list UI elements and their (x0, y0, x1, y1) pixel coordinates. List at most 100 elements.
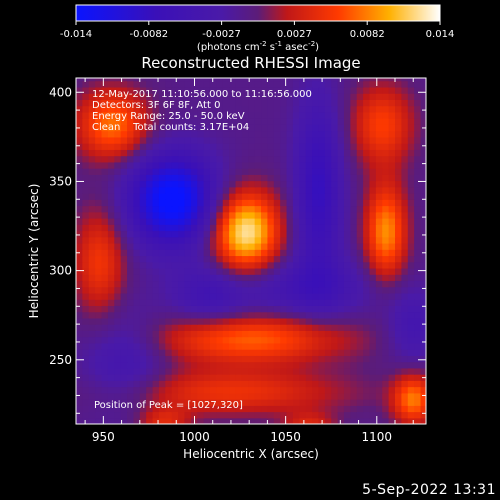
heatmap-cell (318, 399, 326, 406)
heatmap-cell (286, 205, 294, 213)
heatmap-cell (95, 149, 103, 157)
heatmap-cell (248, 136, 256, 144)
heatmap-cell (299, 317, 307, 325)
heatmap-cell (254, 130, 262, 138)
heatmap-cell (414, 349, 422, 356)
heatmap-cell (375, 361, 383, 369)
heatmap-cell (337, 205, 345, 213)
heatmap-cell (331, 249, 339, 257)
heatmap-cell (165, 299, 173, 306)
heatmap-cell (101, 161, 109, 169)
heatmap-cell (184, 218, 192, 225)
heatmap-cell (305, 349, 313, 356)
heatmap-cell (107, 380, 115, 388)
heatmap-cell (356, 205, 364, 213)
heatmap-cell (197, 367, 205, 375)
heatmap-cell (241, 242, 249, 250)
heatmap-cell (190, 286, 198, 294)
heatmap-cell (184, 211, 192, 219)
heatmap-cell (209, 324, 217, 331)
heatmap-cell (101, 305, 109, 313)
heatmap-cell (216, 317, 224, 325)
heatmap-cell (82, 211, 90, 219)
heatmap-cell (139, 174, 147, 182)
heatmap-cell (152, 174, 160, 182)
heatmap-cell (401, 317, 409, 325)
heatmap-cell (209, 261, 217, 269)
heatmap-cell (286, 230, 294, 238)
heatmap-cell (395, 86, 402, 94)
heatmap-cell (420, 411, 426, 419)
heatmap-cell (146, 174, 154, 182)
heatmap-cell (280, 392, 288, 400)
heatmap-cell (158, 311, 166, 319)
heatmap-cell (420, 242, 426, 250)
heatmap-cell (299, 99, 307, 107)
heatmap-cell (331, 193, 339, 200)
heatmap-cell (152, 111, 160, 119)
heatmap-cell (382, 168, 390, 175)
heatmap-cell (407, 411, 415, 419)
heatmap-cell (363, 230, 371, 238)
heatmap-cell (146, 130, 154, 138)
heatmap-cell (407, 311, 415, 319)
heatmap-cell (299, 305, 307, 313)
heatmap-cell (305, 274, 313, 282)
heatmap-cell (120, 386, 128, 394)
heatmap-cell (248, 311, 256, 319)
heatmap-cell (146, 405, 154, 413)
heatmap-cell (120, 255, 128, 263)
heatmap-cell (216, 86, 224, 94)
heatmap-cell (267, 124, 275, 132)
heatmap-cell (324, 224, 332, 232)
heatmap-cell (343, 267, 351, 275)
heatmap-cell (241, 380, 249, 388)
heatmap-cell (82, 99, 90, 107)
heatmap-cell (286, 367, 294, 375)
heatmap-cell (203, 118, 211, 125)
y-tick-label: 250 (49, 353, 72, 367)
heatmap-cell (222, 324, 230, 331)
heatmap-cell (420, 305, 426, 313)
heatmap-cell (350, 205, 358, 213)
heatmap-cell (82, 161, 90, 169)
heatmap-cell (382, 180, 390, 188)
heatmap-cell (88, 205, 96, 213)
heatmap-cell (292, 211, 300, 219)
colorbar-tick-label: 0.014 (426, 29, 455, 40)
heatmap-cell (273, 242, 281, 250)
heatmap-cell (114, 111, 122, 119)
heatmap-cell (343, 80, 351, 88)
heatmap-cell (382, 374, 390, 381)
heatmap-cell (420, 193, 426, 200)
heatmap-cell (356, 211, 364, 219)
heatmap-cell (235, 330, 243, 338)
heatmap-cell (146, 274, 154, 282)
heatmap-cell (158, 130, 166, 138)
colorbar: -0.014 -0.0082 -0.0027 0.0027 0.0082 0.014 (p… (60, 4, 455, 53)
heatmap-cell (401, 242, 409, 250)
heatmap-cell (299, 311, 307, 319)
heatmap-cell (139, 317, 147, 325)
heatmap-cell (114, 336, 122, 344)
heatmap-cell (120, 311, 128, 319)
heatmap-cell (127, 143, 135, 150)
heatmap-cell (395, 292, 402, 300)
heatmap-cell (299, 186, 307, 194)
heatmap-cell (76, 274, 83, 282)
heatmap-cell (292, 193, 300, 200)
heatmap-cell (388, 267, 396, 275)
heatmap-cell (222, 168, 230, 175)
heatmap-cell (388, 255, 396, 263)
heatmap-cell (292, 105, 300, 113)
heatmap-cell (267, 193, 275, 200)
heatmap-cell (235, 118, 243, 125)
heatmap-cell (120, 236, 128, 244)
heatmap-cell (318, 186, 326, 194)
heatmap-cell (388, 330, 396, 338)
heatmap-cell (95, 292, 103, 300)
heatmap-cell (203, 230, 211, 238)
heatmap-cell (158, 286, 166, 294)
heatmap-cell (82, 205, 90, 213)
heatmap-cell (229, 330, 237, 338)
